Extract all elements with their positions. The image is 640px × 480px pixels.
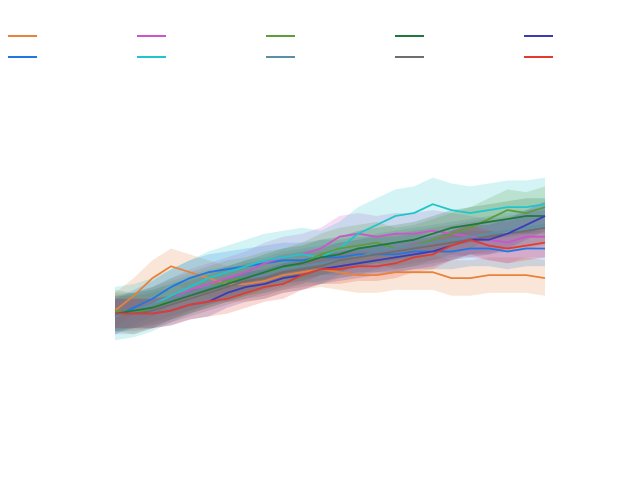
series-line-4	[114, 203, 546, 315]
series-band-9	[115, 201, 545, 329]
series-lines	[114, 203, 546, 318]
series-line-6	[114, 224, 546, 318]
series-band-2	[115, 230, 545, 335]
series-line-2	[114, 247, 545, 318]
series-line-7	[114, 215, 545, 315]
series-band-1	[115, 248, 545, 329]
series-line-10	[115, 238, 546, 315]
confidence-bands	[115, 177, 545, 341]
series-band-5	[115, 186, 545, 335]
series-line-1	[114, 265, 546, 312]
series-line-3	[115, 229, 545, 315]
legend	[8, 35, 553, 58]
